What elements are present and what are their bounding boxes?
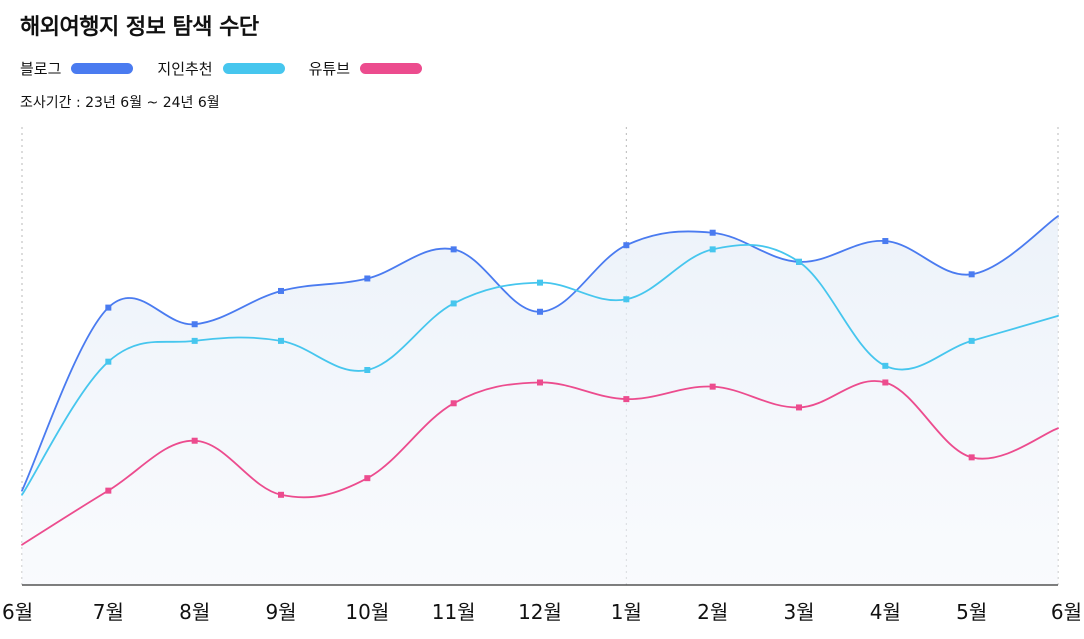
- data-point-blog: [450, 246, 457, 253]
- data-point-blog: [709, 229, 716, 236]
- x-tick-label: 7월: [93, 600, 124, 624]
- x-tick-label: 3월: [783, 600, 814, 624]
- legend-swatch-acquaintance: [222, 63, 285, 74]
- legend-item-youtube: 유튜브: [308, 58, 423, 79]
- data-point-blog: [191, 321, 198, 328]
- data-point-acquaintance: [105, 358, 112, 365]
- data-point-acquaintance: [364, 367, 371, 373]
- data-point-acquaintance: [191, 337, 198, 344]
- area-fill: [22, 216, 1058, 585]
- data-point-blog: [882, 238, 889, 245]
- data-point-acquaintance: [623, 296, 630, 303]
- data-point-acquaintance: [796, 258, 802, 265]
- x-tick-label: 10월: [345, 600, 389, 624]
- data-point-youtube: [623, 396, 630, 403]
- data-point-acquaintance: [882, 362, 889, 369]
- data-point-acquaintance: [278, 337, 284, 344]
- legend-label-blog: 블로그: [20, 60, 62, 78]
- data-point-youtube: [537, 379, 543, 386]
- x-tick-label: 5월: [956, 600, 987, 624]
- legend-label-youtube: 유튜브: [308, 60, 351, 78]
- data-point-youtube: [364, 475, 371, 482]
- data-point-youtube: [882, 379, 889, 386]
- legend-swatch-youtube: [360, 63, 423, 74]
- data-point-blog: [105, 304, 112, 311]
- data-point-youtube: [709, 383, 716, 390]
- legend-item-acquaintance: 지인추천: [157, 58, 285, 79]
- data-point-acquaintance: [537, 279, 543, 286]
- survey-period: 조사기간 : 23년 6월 ~ 24년 6월: [20, 95, 220, 111]
- data-point-acquaintance: [709, 246, 716, 253]
- x-tick-label: 9월: [265, 600, 296, 624]
- data-point-acquaintance: [968, 337, 975, 344]
- data-point-youtube: [105, 487, 112, 494]
- legend-label-acquaintance: 지인추천: [157, 60, 213, 78]
- data-point-youtube: [968, 454, 975, 461]
- data-point-blog: [623, 242, 630, 249]
- data-point-blog: [537, 308, 543, 315]
- x-tick-label: 4월: [870, 600, 901, 624]
- data-point-youtube: [796, 404, 802, 411]
- chart-title: 해외여행지 정보 탐색 수단: [20, 15, 259, 40]
- data-point-youtube: [191, 437, 198, 444]
- data-point-blog: [278, 287, 284, 294]
- x-tick-label: 6월: [1051, 600, 1082, 624]
- x-tick-label: 1월: [611, 600, 642, 624]
- x-tick-label: 6월: [2, 600, 33, 624]
- legend: 블로그 지인추천 유튜브: [20, 58, 446, 79]
- data-point-youtube: [278, 491, 284, 498]
- x-tick-label: 12월: [518, 600, 562, 624]
- data-point-acquaintance: [450, 300, 457, 307]
- data-point-blog: [968, 271, 975, 278]
- data-point-blog: [364, 275, 371, 282]
- x-tick-label: 8월: [179, 600, 210, 624]
- legend-item-blog: 블로그: [20, 58, 134, 79]
- data-point-youtube: [450, 400, 457, 407]
- x-tick-label: 11월: [432, 600, 476, 624]
- x-tick-label: 2월: [697, 600, 728, 624]
- legend-swatch-blog: [71, 63, 134, 74]
